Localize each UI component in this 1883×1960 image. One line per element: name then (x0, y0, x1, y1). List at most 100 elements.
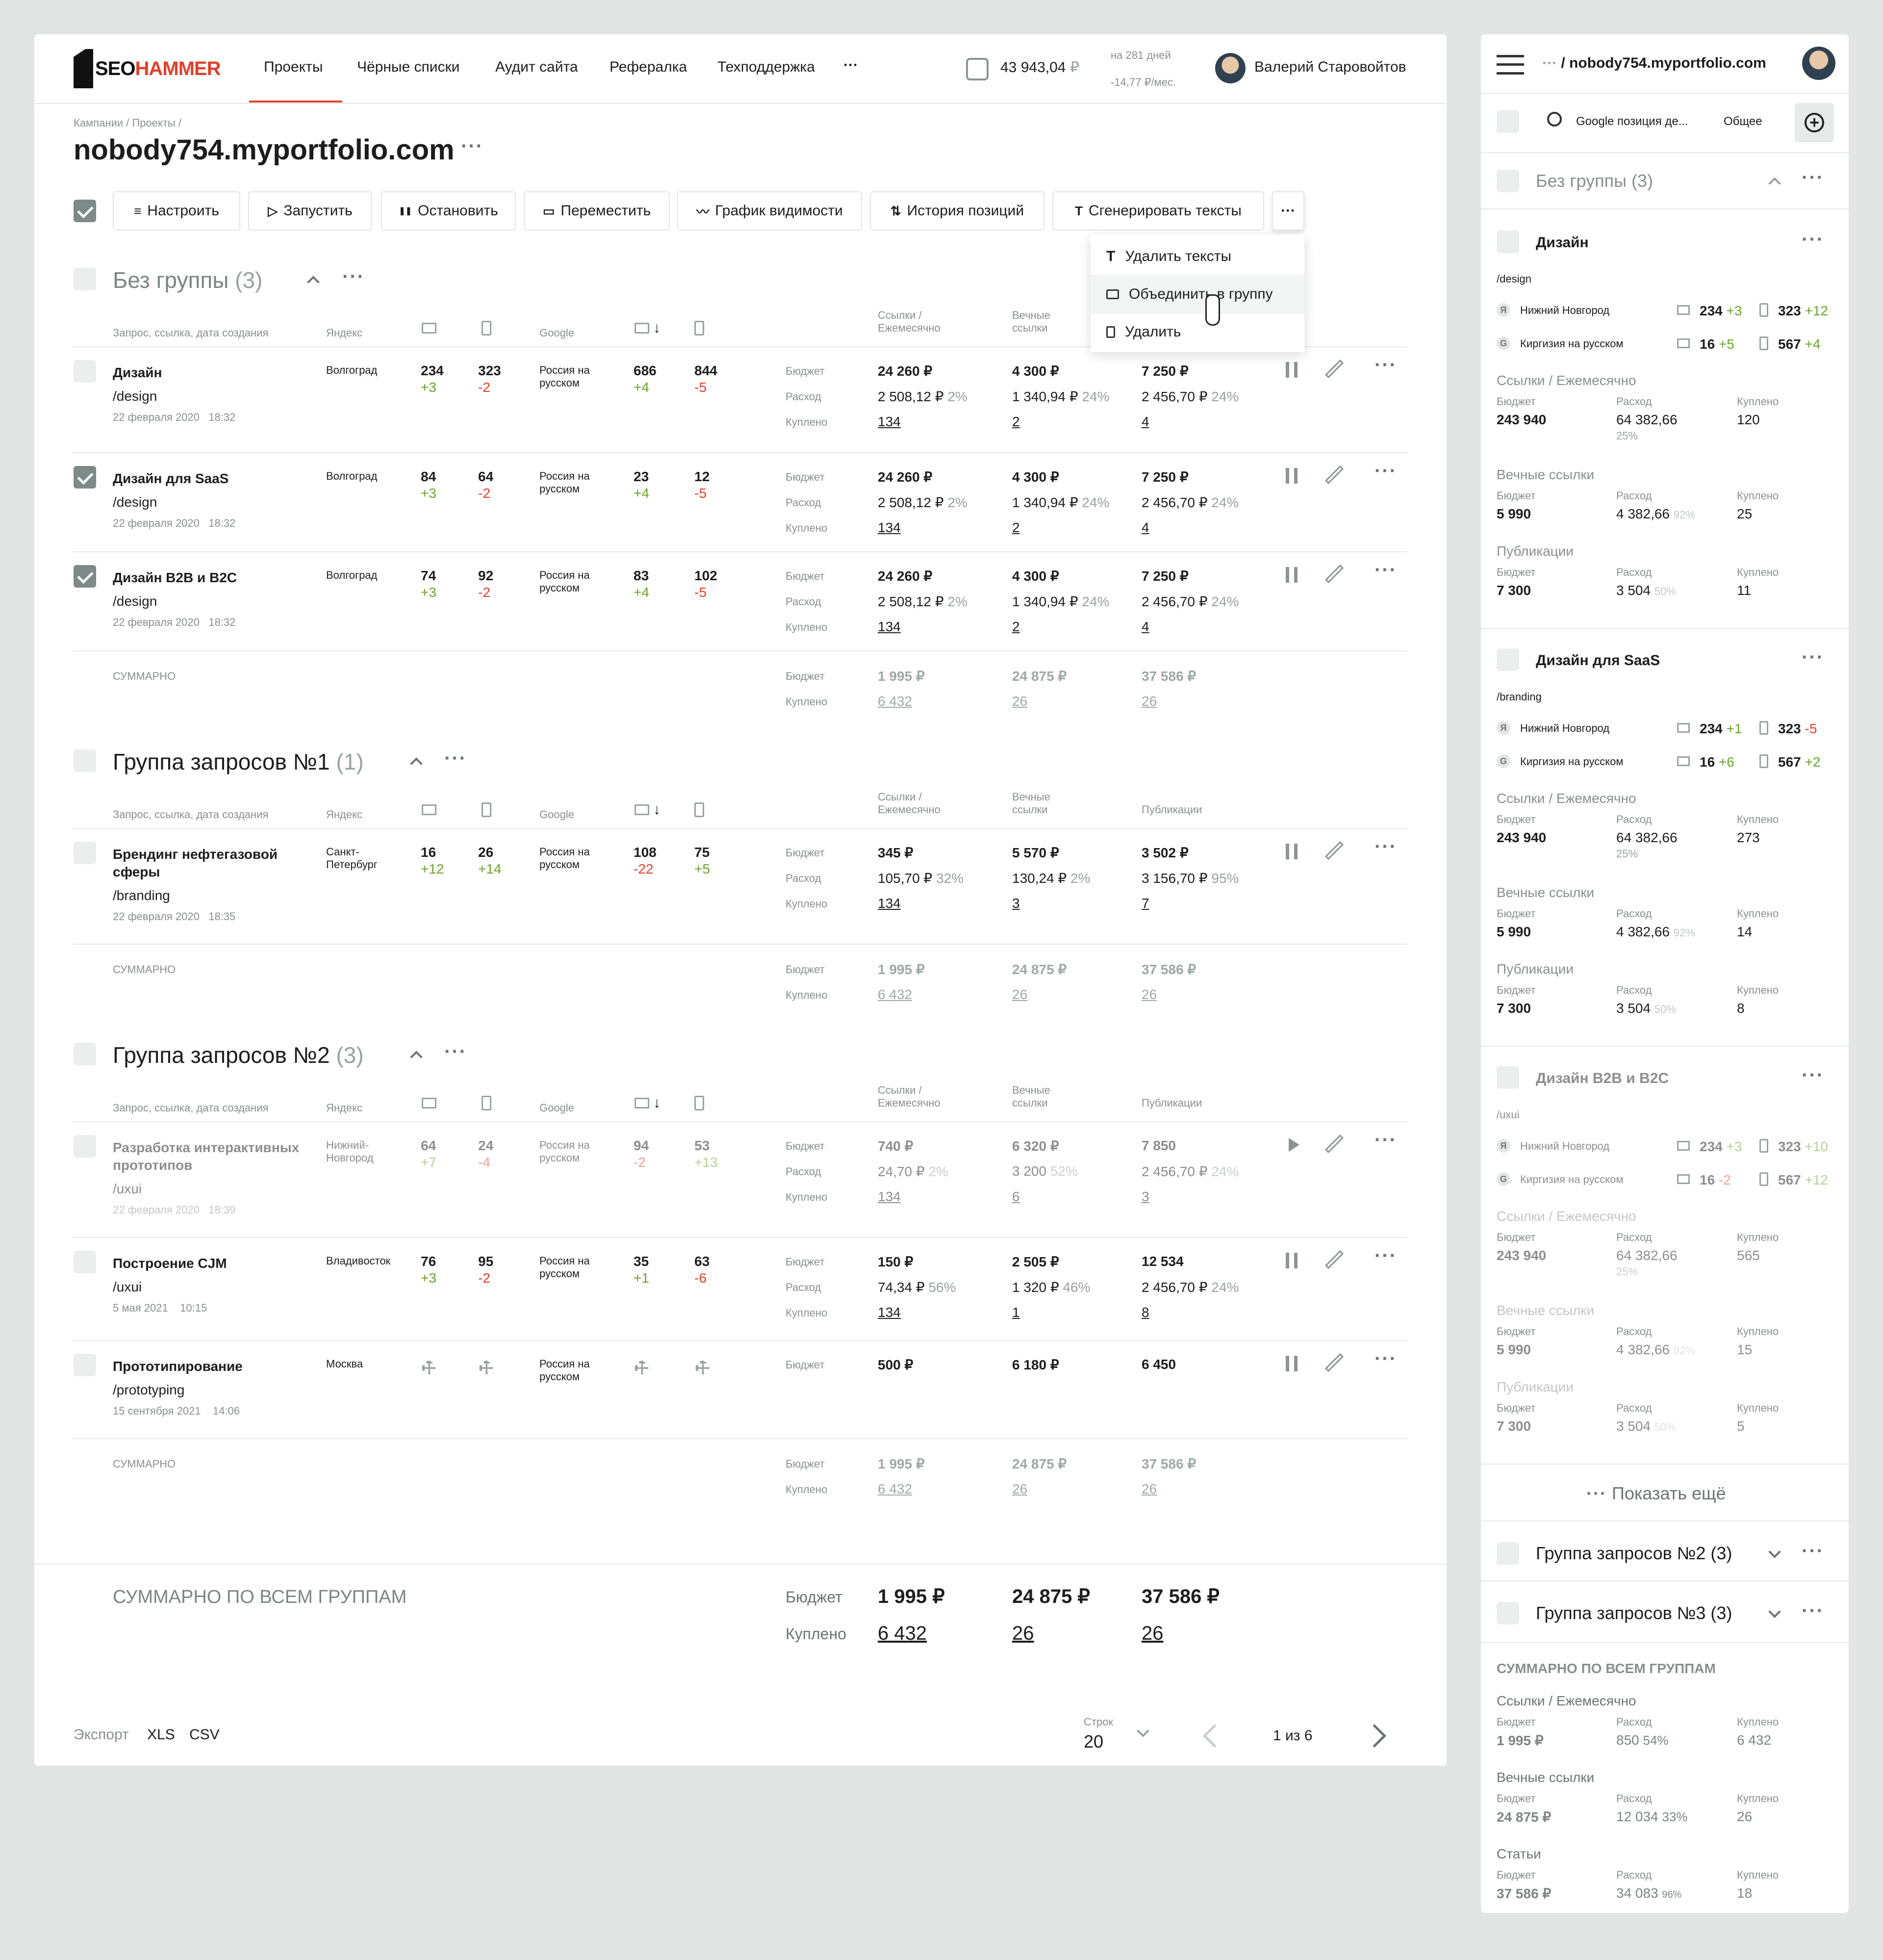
toolbar-more-button[interactable]: ··· (1272, 191, 1304, 231)
query-path[interactable]: /uxui (113, 1279, 142, 1294)
query-title[interactable]: Разработка интерактивных прототипов (113, 1140, 300, 1173)
query-title[interactable]: Прототипирование (113, 1359, 243, 1374)
menu-item-delete[interactable]: Удалить (1091, 314, 1304, 350)
row-query[interactable]: Брендинг нефтегазовой сферы/branding 22 ф… (113, 846, 319, 923)
side-select-all[interactable] (1497, 110, 1519, 133)
group-more-icon[interactable]: ··· (444, 1041, 467, 1062)
side-search-input[interactable]: Google позиция де... (1576, 115, 1688, 128)
hamburger-icon[interactable] (1497, 55, 1524, 75)
side-card-checkbox[interactable] (1497, 231, 1519, 253)
toolbar-button[interactable]: ▭ Переместить (524, 191, 670, 231)
bought-link[interactable]: 134 (878, 896, 901, 911)
bought-link[interactable]: 3 (1142, 1189, 1149, 1204)
query-path[interactable]: /uxui (113, 1181, 142, 1196)
toolbar-button[interactable]: ≡ Настроить (113, 191, 240, 231)
query-path[interactable]: /prototyping (113, 1382, 185, 1397)
summary-bought[interactable]: 6 432 (878, 1481, 913, 1496)
row-more-icon[interactable]: ··· (1374, 1245, 1397, 1266)
total-eternal-bought[interactable]: 26 (1012, 1623, 1034, 1644)
bought-link[interactable]: 134 (878, 520, 901, 535)
group-checkbox[interactable] (74, 749, 96, 772)
user-avatar[interactable] (1215, 53, 1246, 83)
query-path[interactable]: /design (113, 388, 157, 404)
bought-link[interactable]: 6 (1012, 1189, 1020, 1204)
bought-link[interactable]: 4 (1142, 619, 1149, 634)
bought-link[interactable]: 3 (1012, 896, 1020, 911)
row-more-icon[interactable]: ··· (1374, 460, 1397, 482)
summary-bought[interactable]: 26 (1012, 694, 1028, 709)
row-query[interactable]: Построение CJM/uxui 5 мая 2021 10:15 (113, 1255, 319, 1315)
summary-bought[interactable]: 26 (1142, 694, 1157, 709)
query-title[interactable]: Построение CJM (113, 1256, 227, 1271)
row-checkbox[interactable] (74, 842, 96, 864)
summary-bought[interactable]: 6 432 (878, 694, 913, 709)
toolbar-button[interactable]: ⇅ История позиций (870, 191, 1044, 231)
rows-per-page-select[interactable]: 20 (1084, 1731, 1104, 1752)
side-avatar[interactable] (1802, 47, 1835, 80)
row-more-icon[interactable]: ··· (1374, 1348, 1397, 1369)
bought-link[interactable]: 134 (878, 1189, 901, 1204)
row-query[interactable]: Разработка интерактивных прототипов/uxui… (113, 1139, 319, 1216)
side-group-more-icon[interactable]: ··· (1802, 167, 1824, 188)
desktop-sort-icon[interactable] (635, 1098, 649, 1109)
bought-link[interactable]: 4 (1142, 414, 1149, 429)
query-path[interactable]: /design (113, 494, 157, 510)
row-more-icon[interactable]: ··· (1374, 354, 1397, 376)
row-query[interactable]: Дизайн/design 22 февраля 2020 18:32 (113, 364, 319, 424)
bought-link[interactable]: 2 (1012, 619, 1020, 634)
query-title[interactable]: Дизайн (113, 365, 162, 380)
row-checkbox[interactable] (74, 1135, 96, 1158)
bought-link[interactable]: 134 (878, 1305, 901, 1320)
nav-more-icon[interactable]: ··· (843, 57, 858, 73)
wallet-icon[interactable] (966, 58, 989, 80)
nav-item[interactable]: Рефералка (610, 59, 687, 75)
user-name[interactable]: Валерий Старовойтов (1254, 59, 1406, 75)
title-more-icon[interactable]: ··· (461, 135, 483, 157)
side-group2-more-icon[interactable]: ··· (1802, 1540, 1824, 1562)
side-card-checkbox[interactable] (1497, 1066, 1519, 1089)
row-more-icon[interactable]: ··· (1374, 559, 1397, 581)
row-checkbox[interactable] (74, 565, 96, 588)
nav-item[interactable]: Аудит сайта (495, 59, 578, 75)
group-checkbox[interactable] (74, 1043, 96, 1065)
bought-link[interactable]: 7 (1142, 896, 1149, 911)
desktop-sort-icon[interactable] (635, 804, 649, 815)
row-query[interactable]: Дизайн B2B и B2C/design 22 февраля 2020 1… (113, 569, 319, 629)
toolbar-button[interactable]: T Сгенерировать тексты (1052, 191, 1264, 231)
bought-link[interactable]: 2 (1012, 414, 1020, 429)
export-xls-link[interactable]: XLS (147, 1727, 175, 1743)
pause-icon[interactable] (1286, 1253, 1298, 1268)
sort-down-icon[interactable]: ↓ (653, 801, 661, 818)
group-more-icon[interactable]: ··· (342, 266, 365, 287)
row-checkbox[interactable] (74, 1251, 96, 1273)
bought-link[interactable]: 134 (878, 619, 901, 634)
logo[interactable]: SEO HAMMER (74, 49, 221, 88)
pause-icon[interactable] (1286, 362, 1298, 378)
toolbar-button[interactable]: ▷ Запустить (248, 191, 372, 231)
nav-item[interactable]: Проекты (264, 59, 323, 75)
row-more-icon[interactable]: ··· (1374, 836, 1397, 857)
bought-link[interactable]: 4 (1142, 520, 1149, 535)
group-checkbox[interactable] (74, 268, 96, 290)
bought-link[interactable]: 134 (878, 414, 901, 429)
pause-icon[interactable] (1286, 1356, 1298, 1371)
menu-item-merge-group[interactable]: Объединить в группу (1091, 275, 1304, 314)
sort-down-icon[interactable]: ↓ (653, 1095, 661, 1111)
pause-icon[interactable] (1286, 468, 1298, 484)
select-all-checkbox[interactable] (74, 200, 96, 222)
toolbar-button[interactable]: ❚❚ Остановить (381, 191, 516, 231)
pause-icon[interactable] (1286, 567, 1298, 583)
summary-bought[interactable]: 26 (1142, 1481, 1157, 1496)
nav-item[interactable]: Техподдержка (717, 59, 815, 75)
side-group3-checkbox[interactable] (1497, 1602, 1519, 1625)
side-card-more-icon[interactable]: ··· (1802, 646, 1824, 668)
row-checkbox[interactable] (74, 466, 96, 489)
row-more-icon[interactable]: ··· (1374, 1129, 1397, 1151)
group-more-icon[interactable]: ··· (444, 748, 467, 769)
bought-link[interactable]: 8 (1142, 1305, 1149, 1320)
pause-icon[interactable] (1286, 844, 1298, 859)
query-title[interactable]: Дизайн для SaaS (113, 471, 229, 486)
side-card-title[interactable]: Дизайн (1536, 234, 1589, 251)
bought-link[interactable]: 2 (1012, 520, 1020, 535)
row-checkbox[interactable] (74, 1354, 96, 1376)
